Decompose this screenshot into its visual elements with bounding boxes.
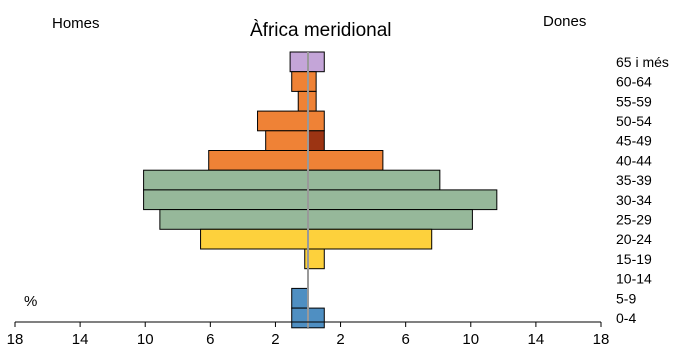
age-group-label: 50-54 [616,113,652,129]
bar-dones-50-54 [307,110,325,132]
unit-label: % [24,293,38,310]
age-group-label: 60-64 [616,74,652,90]
chart-title: Àfrica meridional [250,20,392,41]
bar-homes-45-49 [265,130,309,152]
age-group-label: 45-49 [616,133,652,149]
x-tick-label: 6 [401,331,409,348]
bar-homes-0-4 [291,307,309,329]
x-tick-label: 2 [336,331,344,348]
x-tick-label: 14 [528,331,545,348]
age-group-label: 0-4 [616,310,636,326]
age-group-label: 5-9 [616,290,636,306]
bar-homes-65-i-més [289,51,309,73]
age-group-label: 15-19 [616,251,652,267]
left-side-label: Homes [52,15,100,32]
x-tick-label: 14 [72,331,89,348]
x-tick-label: 6 [206,331,214,348]
age-group-label: 65 i més [616,54,669,70]
bar-dones-25-29 [307,209,473,230]
bar-dones-65-i-més [307,51,325,73]
x-tick-label: 18 [593,331,610,348]
bar-dones-35-39 [307,169,441,191]
age-group-label: 10-14 [616,271,652,287]
bar-dones-60-64 [307,71,317,92]
age-group-label: 25-29 [616,211,652,227]
bar-homes-25-29 [159,209,309,230]
bar-homes-50-54 [257,110,309,132]
x-tick-label: 10 [462,331,479,348]
bar-homes-30-34 [143,189,309,211]
bar-homes-40-44 [208,150,309,171]
bar-homes-60-64 [291,71,309,92]
age-group-label: 20-24 [616,231,652,247]
bar-dones-30-34 [307,189,498,211]
bar-dones-40-44 [307,150,384,171]
bar-dones-0-4 [307,307,325,329]
x-tick-label: 18 [7,331,24,348]
bar-homes-5-9 [291,287,309,309]
x-tick-label: 10 [137,331,154,348]
age-group-label: 30-34 [616,192,652,208]
bar-dones-45-49 [307,130,325,152]
bar-homes-20-24 [200,228,309,250]
bar-dones-55-59 [307,90,317,112]
age-group-label: 35-39 [616,172,652,188]
bar-dones-20-24 [307,228,433,250]
bar-homes-35-39 [143,169,309,191]
age-group-label: 40-44 [616,152,652,168]
bar-dones-15-19 [307,248,325,270]
right-side-label: Dones [543,13,587,30]
x-tick-label: 2 [271,331,279,348]
bar-homes-55-59 [297,90,309,112]
age-group-label: 55-59 [616,93,652,109]
